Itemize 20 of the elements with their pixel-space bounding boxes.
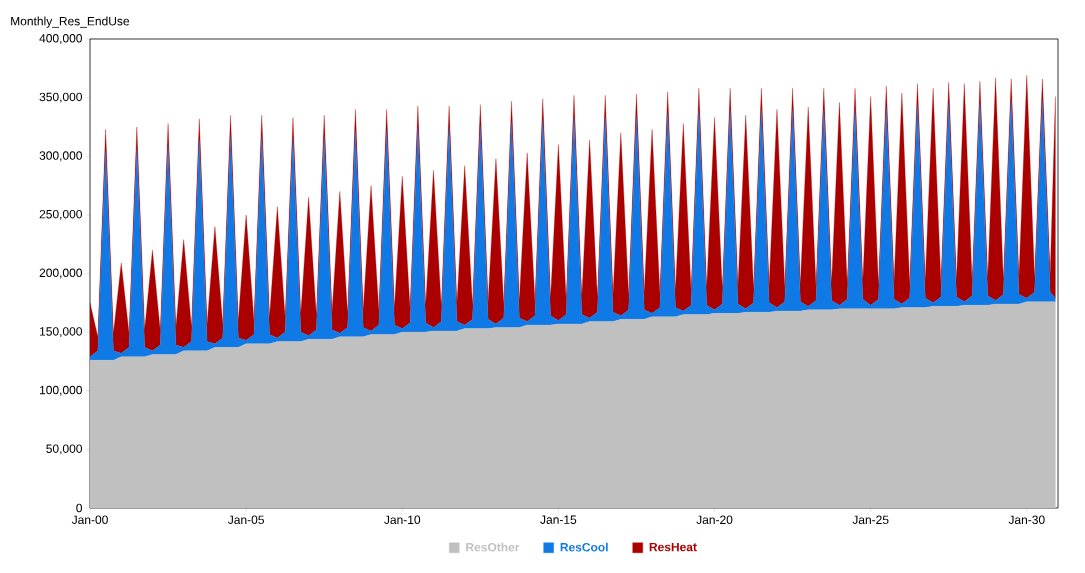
y-tick-label: 0 <box>76 503 83 513</box>
chart-title: Monthly_Res_EndUse <box>11 16 130 28</box>
y-tick-label: 150,000 <box>40 327 83 338</box>
y-tick-label: 250,000 <box>39 209 83 220</box>
legend-label: ResOther <box>466 542 520 552</box>
legend-label: ResCool <box>560 542 608 552</box>
y-tick-label: 300,000 <box>39 151 83 162</box>
y-tick-label: 200,000 <box>39 268 83 279</box>
x-tick-label: Jan-20 <box>696 515 733 525</box>
x-tick-label: Jan-15 <box>540 515 577 524</box>
x-tick-label: Jan-25 <box>852 515 889 525</box>
x-tick-label: Jan-30 <box>1008 515 1045 525</box>
x-tick-label: Jan-05 <box>227 515 264 525</box>
x-tick-label: Jan-10 <box>384 515 421 525</box>
legend-label: ResHeat <box>649 542 697 552</box>
y-tick-label: 50,000 <box>46 444 83 455</box>
y-tick-label: 400,000 <box>39 34 83 44</box>
y-tick-label: 350,000 <box>39 92 83 103</box>
y-tick-label: 100,000 <box>40 385 83 396</box>
x-tick-label: Jan-00 <box>71 515 108 525</box>
